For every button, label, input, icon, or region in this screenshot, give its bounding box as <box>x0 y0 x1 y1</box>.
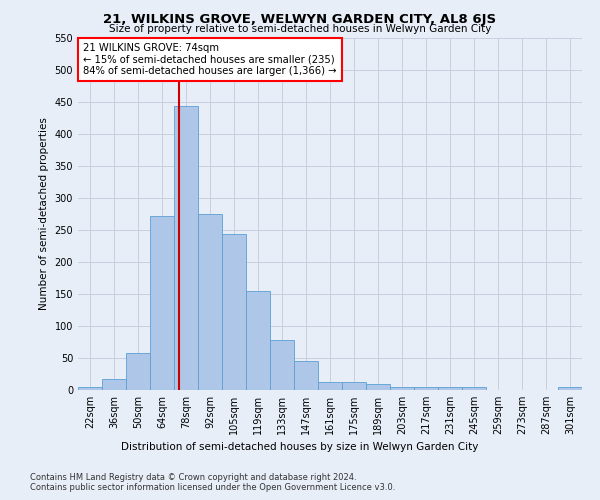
Bar <box>318 382 342 390</box>
Text: Size of property relative to semi-detached houses in Welwyn Garden City: Size of property relative to semi-detach… <box>109 24 491 34</box>
Bar <box>270 340 294 390</box>
Text: 21 WILKINS GROVE: 74sqm
← 15% of semi-detached houses are smaller (235)
84% of s: 21 WILKINS GROVE: 74sqm ← 15% of semi-de… <box>83 43 337 76</box>
Bar <box>390 387 414 390</box>
Bar <box>342 382 366 390</box>
Bar <box>78 388 102 390</box>
Bar <box>462 388 486 390</box>
Bar <box>102 379 126 390</box>
Bar <box>438 388 462 390</box>
Bar <box>150 216 174 390</box>
Bar <box>174 106 198 390</box>
Bar <box>414 387 438 390</box>
Bar <box>222 234 246 390</box>
Bar <box>558 388 582 390</box>
Text: Contains HM Land Registry data © Crown copyright and database right 2024.: Contains HM Land Registry data © Crown c… <box>30 472 356 482</box>
Text: Contains public sector information licensed under the Open Government Licence v3: Contains public sector information licen… <box>30 482 395 492</box>
Bar <box>366 384 390 390</box>
Bar <box>294 361 318 390</box>
Y-axis label: Number of semi-detached properties: Number of semi-detached properties <box>39 118 49 310</box>
Text: Distribution of semi-detached houses by size in Welwyn Garden City: Distribution of semi-detached houses by … <box>121 442 479 452</box>
Bar <box>126 353 150 390</box>
Bar <box>198 214 222 390</box>
Text: 21, WILKINS GROVE, WELWYN GARDEN CITY, AL8 6JS: 21, WILKINS GROVE, WELWYN GARDEN CITY, A… <box>103 12 497 26</box>
Bar <box>246 290 270 390</box>
